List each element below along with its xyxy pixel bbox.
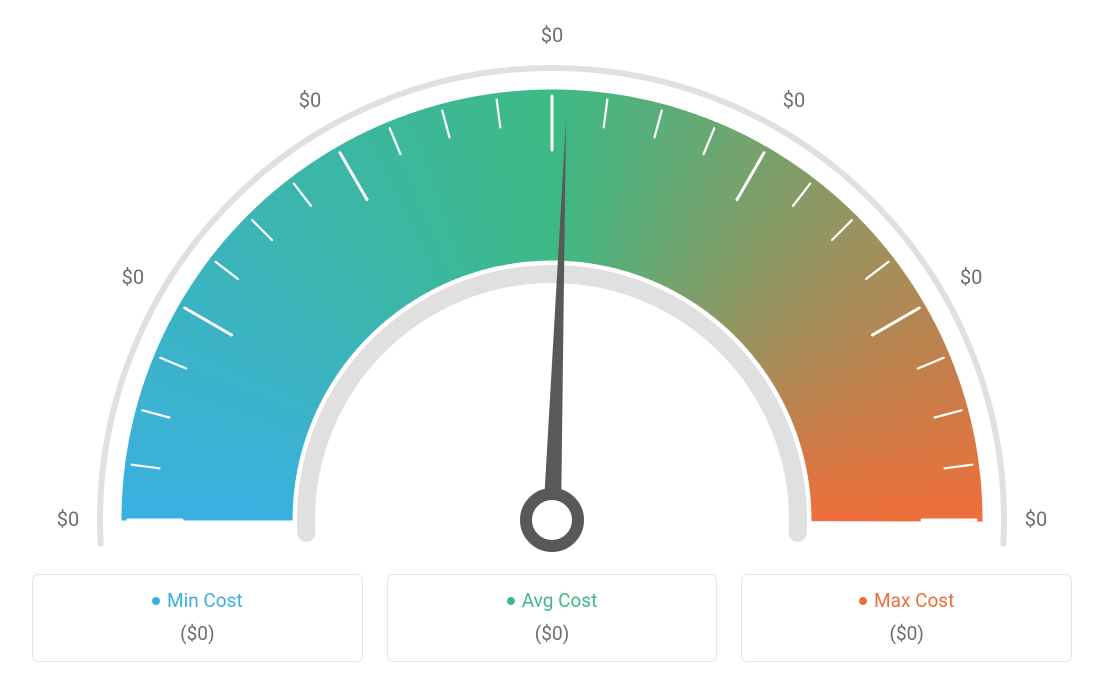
gauge-tick-label: $0 [960, 265, 982, 289]
gauge-svg: $0 $0 $0 $0 $0 $0 $0 [0, 10, 1104, 570]
legend-value: ($0) [535, 622, 569, 645]
gauge-tick-label: $0 [1025, 507, 1047, 531]
legend-card: Avg Cost ($0) [387, 574, 718, 662]
gauge-tick-label: $0 [299, 88, 321, 112]
legend-label: Min Cost [167, 589, 243, 612]
gauge-tick-label: $0 [122, 265, 144, 289]
legend-card: Max Cost ($0) [741, 574, 1072, 662]
legend-card: Min Cost ($0) [32, 574, 363, 662]
gauge-tick-label: $0 [541, 23, 563, 47]
legend-label: Max Cost [874, 589, 954, 612]
legend-label: Avg Cost [522, 589, 598, 612]
gauge-tick-label: $0 [783, 88, 805, 112]
legend-value: ($0) [889, 622, 923, 645]
gauge-chart: $0 $0 $0 $0 $0 $0 $0 [0, 10, 1104, 570]
gauge-tick-label: $0 [57, 507, 79, 531]
legend-dot-icon [507, 597, 515, 605]
legend-dot-icon [859, 597, 867, 605]
legend-dot-icon [152, 597, 160, 605]
legend-title: Max Cost [859, 589, 954, 612]
gauge-hub [526, 494, 578, 546]
legend-title: Min Cost [152, 589, 243, 612]
legend-title: Avg Cost [507, 589, 598, 612]
legend-value: ($0) [180, 622, 214, 645]
legend-row: Min Cost ($0) Avg Cost ($0) Max Cost ($0) [32, 574, 1072, 662]
